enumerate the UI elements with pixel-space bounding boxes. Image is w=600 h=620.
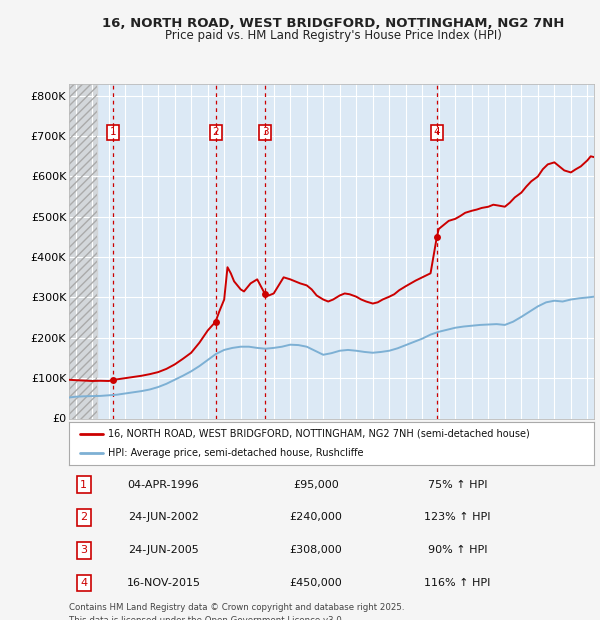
Text: 24-JUN-2005: 24-JUN-2005 <box>128 545 199 556</box>
Text: 16-NOV-2015: 16-NOV-2015 <box>127 578 200 588</box>
Text: £308,000: £308,000 <box>289 545 342 556</box>
Text: 2: 2 <box>80 512 87 523</box>
Text: 75% ↑ HPI: 75% ↑ HPI <box>428 479 487 490</box>
Text: 24-JUN-2002: 24-JUN-2002 <box>128 512 199 523</box>
Text: £95,000: £95,000 <box>293 479 338 490</box>
Text: Contains HM Land Registry data © Crown copyright and database right 2025.: Contains HM Land Registry data © Crown c… <box>69 603 404 612</box>
Text: HPI: Average price, semi-detached house, Rushcliffe: HPI: Average price, semi-detached house,… <box>109 448 364 458</box>
Text: £450,000: £450,000 <box>289 578 342 588</box>
Text: 4: 4 <box>80 578 87 588</box>
Text: 2: 2 <box>212 127 219 137</box>
Text: 1: 1 <box>80 479 87 490</box>
Text: 1: 1 <box>109 127 116 137</box>
Text: 16, NORTH ROAD, WEST BRIDGFORD, NOTTINGHAM, NG2 7NH: 16, NORTH ROAD, WEST BRIDGFORD, NOTTINGH… <box>102 17 564 30</box>
Text: 4: 4 <box>434 127 440 137</box>
Text: 04-APR-1996: 04-APR-1996 <box>128 479 199 490</box>
Text: 3: 3 <box>80 545 87 556</box>
Bar <box>69 84 97 418</box>
Bar <box>69 84 97 418</box>
Text: £240,000: £240,000 <box>289 512 342 523</box>
Text: 123% ↑ HPI: 123% ↑ HPI <box>424 512 491 523</box>
Text: 116% ↑ HPI: 116% ↑ HPI <box>424 578 491 588</box>
Text: 3: 3 <box>262 127 268 137</box>
Text: Price paid vs. HM Land Registry's House Price Index (HPI): Price paid vs. HM Land Registry's House … <box>164 30 502 42</box>
Text: 16, NORTH ROAD, WEST BRIDGFORD, NOTTINGHAM, NG2 7NH (semi-detached house): 16, NORTH ROAD, WEST BRIDGFORD, NOTTINGH… <box>109 429 530 439</box>
Text: 90% ↑ HPI: 90% ↑ HPI <box>428 545 487 556</box>
Text: This data is licensed under the Open Government Licence v3.0.: This data is licensed under the Open Gov… <box>69 616 344 620</box>
